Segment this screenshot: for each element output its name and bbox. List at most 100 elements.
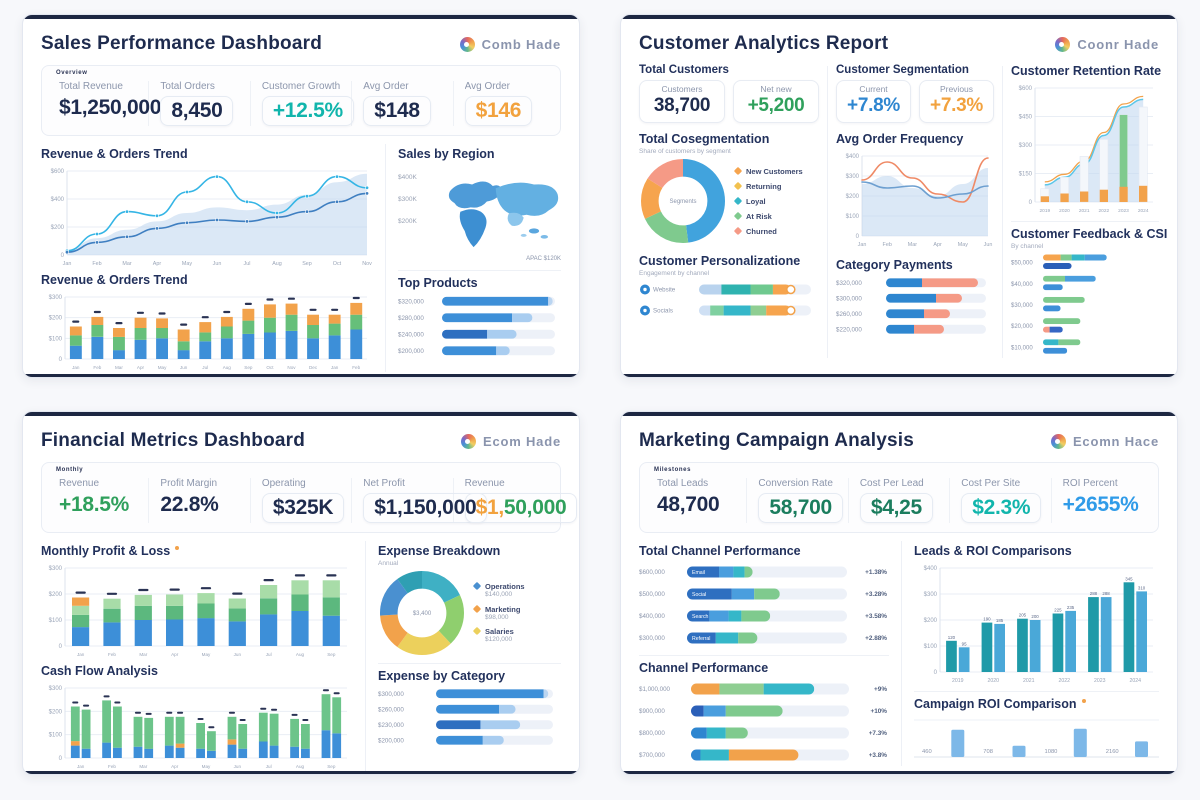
column-divider xyxy=(901,541,902,766)
kpi-value: +2655% xyxy=(1062,493,1139,516)
chart-canvas: Website Socials xyxy=(640,284,811,316)
kpi-value: +5,200 xyxy=(747,95,805,116)
kpi-customers: Customers 38,700 xyxy=(639,80,725,123)
panel-header: Marketing Campaign Analysis Ecomn Hace xyxy=(639,423,1159,459)
legend-item: New Customers xyxy=(733,166,803,176)
panel-customer-analytics-report: Customer Analytics Report Coonr Hade Tot… xyxy=(620,14,1178,378)
segmentation-column: Customer Segmentation Current +7.8% Prev… xyxy=(836,64,994,358)
svg-text:Social: Social xyxy=(692,592,706,598)
svg-text:0: 0 xyxy=(59,357,63,363)
svg-text:Jun: Jun xyxy=(180,365,188,370)
map-label: $200K xyxy=(398,218,417,225)
legend-marker-icon xyxy=(733,211,743,220)
legend-item: Loyal xyxy=(733,196,803,206)
kpi-label: Avg Order xyxy=(464,81,511,92)
svg-text:120: 120 xyxy=(948,635,956,640)
svg-text:2024: 2024 xyxy=(1138,208,1149,214)
svg-text:Feb: Feb xyxy=(108,764,116,769)
column-divider xyxy=(827,66,828,358)
kpi-total-revenue: Total Revenue $1,250,000 xyxy=(48,81,161,126)
svg-text:Search: Search xyxy=(692,614,709,620)
kpi-value: +12.5% xyxy=(261,96,354,126)
section-title-channel-performance-2: Channel Performance xyxy=(639,661,769,675)
svg-text:Jun: Jun xyxy=(234,764,242,769)
section-title-retention: Customer Retention Rate xyxy=(1011,64,1162,78)
kpi-label: Revenue xyxy=(59,478,100,489)
kpi-avg-order-2: Avg Order $146 xyxy=(454,81,554,126)
svg-text:$300,000: $300,000 xyxy=(378,691,404,698)
svg-text:Jul: Jul xyxy=(244,261,251,267)
svg-text:Oct: Oct xyxy=(333,261,342,267)
svg-text:$400,000: $400,000 xyxy=(639,613,665,620)
section-title-feedback: Customer Feedback & CSI xyxy=(1011,227,1168,241)
svg-text:345: 345 xyxy=(1125,576,1133,581)
kpi-label: ROI Percent xyxy=(1062,478,1118,489)
svg-text:0: 0 xyxy=(934,670,938,676)
svg-text:$200: $200 xyxy=(49,316,63,322)
section-title-leads-roi: Leads & ROI Comparisons xyxy=(914,544,1072,558)
card-top-border xyxy=(23,412,579,416)
card-top-border xyxy=(621,412,1177,416)
panel-sales-performance-dashboard: Sales Performance Dashboard Comb Hade Ov… xyxy=(22,14,580,378)
kpi-strip: Milestones Total Leads 48,700 Conversion… xyxy=(639,462,1159,533)
svg-text:2021: 2021 xyxy=(1023,678,1035,684)
donut-legend: New Customers Returning Loyal At Risk Churne… xyxy=(733,164,803,239)
kpi-conversion-rate: Conversion Rate 58,700 xyxy=(747,478,849,523)
kpi-strip-tag: Milestones xyxy=(654,467,692,473)
svg-text:$20,000: $20,000 xyxy=(1011,324,1033,330)
chart-cash-flow-analysis: 0 $100 $200 $300 Jan Feb Mar Apr May Jun Jul Aug Sep xyxy=(41,681,353,771)
svg-text:Feb: Feb xyxy=(93,365,101,370)
svg-text:Jul: Jul xyxy=(266,652,272,657)
section-title-expense-by-category: Expense by Category xyxy=(378,669,506,683)
svg-text:Jun: Jun xyxy=(234,652,242,657)
brand-name: Comb Hade xyxy=(481,36,561,52)
brand-name: Ecom Hade xyxy=(482,433,561,449)
kpi-cost-per-site: Cost Per Site $2.3% xyxy=(950,478,1052,523)
svg-text:Apr: Apr xyxy=(171,652,179,657)
svg-text:$1,000,000: $1,000,000 xyxy=(639,686,671,693)
section-title-category-payments: Category Payments xyxy=(836,258,953,272)
panel-header: Customer Analytics Report Coonr Hade xyxy=(639,26,1159,62)
chart-customer-retention-rate: 0 $150 $300 $450 $600 2019 2020 2021 2022 2023 202… xyxy=(1011,81,1159,215)
svg-text:2023: 2023 xyxy=(1094,678,1106,684)
svg-text:$100: $100 xyxy=(846,214,860,220)
card-bottom-border xyxy=(23,771,579,774)
map-label: $400K xyxy=(398,174,417,181)
svg-text:$800,000: $800,000 xyxy=(639,730,665,737)
svg-text:Jan: Jan xyxy=(77,764,85,769)
legend-label: Operations $140,000 xyxy=(485,581,525,598)
kpi-net-new: Net new +5,200 xyxy=(733,80,819,123)
svg-text:2160: 2160 xyxy=(1106,749,1119,755)
legend-marker-icon xyxy=(472,581,482,591)
section-divider xyxy=(378,663,561,664)
section-subtitle: By channel xyxy=(1011,243,1044,250)
svg-text:$30,000: $30,000 xyxy=(1011,303,1033,309)
svg-text:2019: 2019 xyxy=(1039,208,1050,214)
kpi-operating: Operating $325K xyxy=(251,478,353,523)
svg-text:$320,000: $320,000 xyxy=(398,298,424,305)
kpi-roi-percent: ROI Percent +2655% xyxy=(1052,478,1152,523)
svg-text:$230,000: $230,000 xyxy=(378,722,404,729)
svg-text:$200: $200 xyxy=(846,194,860,200)
svg-text:190: 190 xyxy=(983,617,991,622)
kpi-total-leads: Total Leads 48,700 xyxy=(646,478,748,523)
section-subtitle: Engagement by channel xyxy=(639,270,710,277)
kpi-value-prefix: $1, xyxy=(475,496,505,519)
svg-text:$700,000: $700,000 xyxy=(639,752,665,759)
svg-text:Oct: Oct xyxy=(266,365,274,370)
svg-text:+10%: +10% xyxy=(870,708,887,715)
kpi-label: Net new xyxy=(760,84,792,94)
card-top-border xyxy=(621,15,1177,19)
card-top-border xyxy=(23,15,579,19)
legend-label: Loyal xyxy=(746,196,766,206)
chart-channel-performance: $1,000,000 +9% $900,000 +10% $800,000 +7.3% $7… xyxy=(639,678,889,766)
svg-text:95: 95 xyxy=(962,641,967,646)
svg-text:Jan: Jan xyxy=(63,261,72,267)
panel-marketing-campaign-analysis: Marketing Campaign Analysis Ecomn Hace M… xyxy=(620,411,1178,775)
svg-text:2024: 2024 xyxy=(1129,678,1141,684)
svg-text:Mar: Mar xyxy=(139,652,147,657)
kpi-cost-per-lead: Cost Per Lead $4,25 xyxy=(849,478,951,523)
legend-label: Marketing $98,000 xyxy=(485,604,521,621)
section-title-revenue-orders-stacked: Revenue & Orders Trend xyxy=(41,273,188,287)
svg-text:$40,000: $40,000 xyxy=(1011,282,1033,288)
